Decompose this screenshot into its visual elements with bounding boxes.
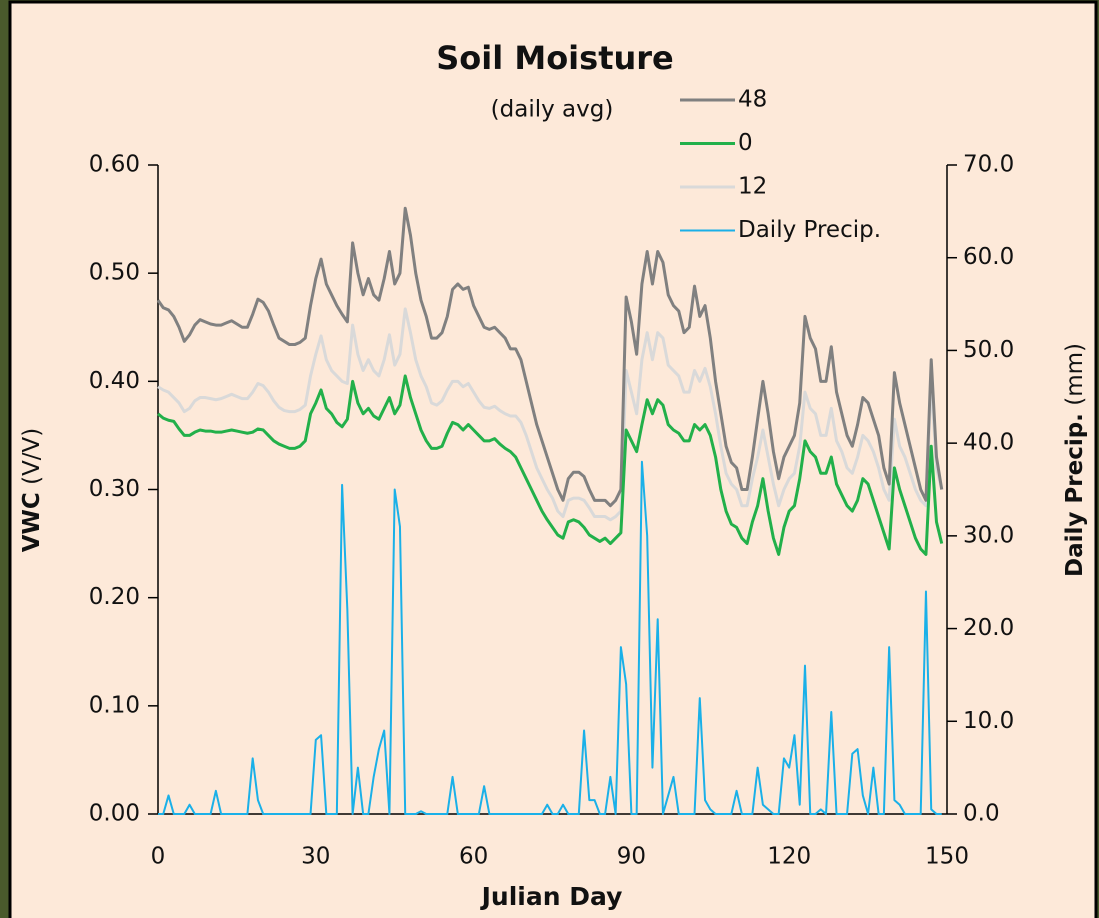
y-tick-label: 0.30 [89,476,140,502]
y-tick-label: 0.50 [89,260,140,286]
y2-tick-label: 20.0 [963,615,1014,641]
y2-tick-label: 0.0 [963,801,1000,827]
series-line [157,307,944,522]
legend-label: Daily Precip. [738,217,881,243]
y2-axis-label-unit: (mm) [1062,343,1088,406]
y2-axis-label-main: Daily Precip. [1062,413,1088,577]
legend-label: 12 [738,174,767,200]
y-tick-label: 0.10 [89,692,140,718]
y2-tick-label: 40.0 [963,430,1014,456]
x-axis-label: Julian Day [480,882,623,911]
series-line [157,374,944,556]
y-tick-label: 0.20 [89,584,140,610]
y2-axis-label: Daily Precip. (mm) [1062,343,1088,577]
y2-tick-label: 30.0 [963,522,1014,548]
y2-tick-label: 70.0 [963,152,1014,178]
legend-label: 48 [738,87,767,113]
y2-tick-label: 50.0 [963,337,1014,363]
x-tick-label: 0 [151,844,166,870]
series-line [158,460,942,815]
y-tick-label: 0.60 [89,152,140,178]
y2-tick-label: 10.0 [963,708,1014,734]
x-tick-label: 90 [617,844,646,870]
y-tick-label: 0.40 [89,368,140,394]
y-axis-label-main: VWC [19,492,45,552]
y-axis-label-unit: (V/V) [19,428,45,485]
x-tick-label: 60 [459,844,488,870]
y-tick-label: 0.00 [89,801,140,827]
subtitle: (daily avg) [491,97,614,123]
legend-label: 0 [738,130,753,156]
chart-title: Soil Moisture [436,39,674,77]
y2-tick-label: 60.0 [963,244,1014,270]
x-tick-label: 150 [925,844,969,870]
series-line [156,206,944,508]
x-tick-label: 30 [301,844,330,870]
x-tick-label: 120 [767,844,811,870]
y-axis-label: VWC (V/V) [19,428,45,553]
